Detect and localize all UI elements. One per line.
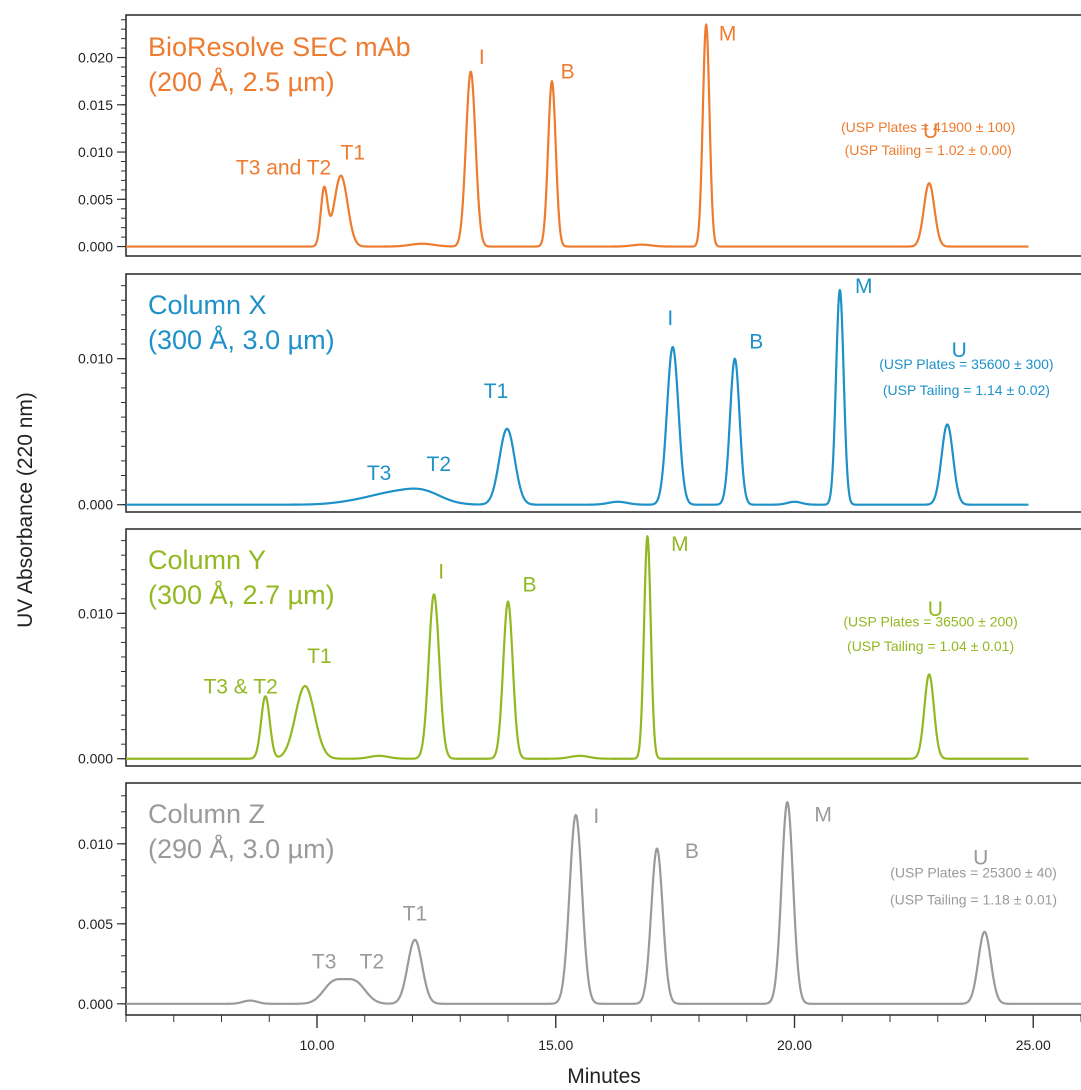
panel-title-line1: Column X [148, 290, 267, 320]
peak-label-u: U [923, 120, 938, 143]
y-tick-label: 0.000 [78, 239, 113, 255]
x-tick-label: 15.00 [538, 1037, 573, 1053]
usp-plates-label: (USP Plates = 36500 ± 200) [843, 613, 1017, 629]
x-axis-title: Minutes [567, 1065, 641, 1088]
trace-line [125, 23, 1030, 248]
trace-line [125, 535, 1030, 760]
peak-label-t2: T2 [427, 453, 452, 476]
y-tick-label: 0.010 [78, 605, 113, 621]
peak-label-i: I [479, 46, 485, 69]
y-tick-label: 0.005 [78, 916, 113, 932]
panel-title-line1: Column Z [148, 799, 265, 829]
panel-title-line1: Column Y [148, 545, 266, 575]
x-tick-label: 20.00 [777, 1037, 812, 1053]
peak-label-i: I [593, 805, 599, 828]
peak-label-m: M [814, 803, 832, 826]
x-tick-label: 25.00 [1016, 1037, 1051, 1053]
y-tick-label: 0.010 [78, 144, 113, 160]
panel-column-y: 0.000 0.010 Column Y (300 Å, 2.7 µm) T3 & T2… [78, 528, 1081, 767]
peak-label-t1: T1 [484, 380, 509, 403]
panel-frame [125, 14, 1081, 257]
y-tick-label: 0.000 [78, 751, 113, 767]
usp-tailing-label: (USP Tailing = 1.04 ± 0.01) [847, 638, 1014, 654]
peak-label-u: U [928, 598, 943, 621]
peak-label-t2: T2 [360, 951, 385, 974]
peak-label-t1: T1 [403, 903, 428, 926]
peak-label-t1: T1 [341, 142, 366, 165]
peak-label-u: U [973, 847, 988, 870]
peak-label-t3-t2: T3 & T2 [203, 675, 277, 698]
x-axis: 10.00 15.00 20.00 25.00 [125, 1015, 1081, 1053]
peak-label-m: M [719, 23, 737, 46]
y-tick-label: 0.010 [78, 836, 113, 852]
trace-line [125, 801, 1081, 1005]
peak-label-b: B [522, 574, 536, 597]
trace-line [125, 288, 1030, 506]
panel-biorsolve: 0.000 0.005 0.010 0.015 0.020 BioResolve SEC … [78, 14, 1081, 257]
usp-plates-label: (USP Plates = 35600 ± 300) [879, 356, 1053, 372]
usp-plates-label: (USP Plates = 41900 ± 100) [841, 119, 1015, 135]
peak-label-t3: T3 [312, 951, 337, 974]
panel-title-line2: (200 Å, 2.5 µm) [148, 66, 335, 97]
y-axis-title: UV Absorbance (220 nm) [14, 392, 37, 628]
usp-tailing-label: (USP Tailing = 1.18 ± 0.01) [890, 892, 1057, 908]
usp-tailing-label: (USP Tailing = 1.14 ± 0.02) [883, 382, 1050, 398]
peak-label-b: B [749, 330, 763, 353]
y-tick-label: 0.015 [78, 97, 113, 113]
panel-title-line2: (300 Å, 2.7 µm) [148, 579, 335, 610]
y-tick-label: 0.005 [78, 191, 113, 207]
usp-plates-label: (USP Plates = 25300 ± 40) [890, 864, 1057, 880]
panel-frame [125, 528, 1081, 767]
peak-label-t1: T1 [307, 645, 332, 668]
y-tick-label: 0.020 [78, 50, 113, 66]
y-tick-label: 0.010 [78, 351, 113, 367]
peak-label-m: M [855, 275, 873, 298]
peak-label-u: U [952, 339, 967, 362]
peak-label-i: I [667, 307, 673, 330]
panel-column-z: 0.000 0.005 0.010 Column Z (290 Å, 3.0 µm) T3… [78, 782, 1081, 1016]
peak-label-m: M [671, 533, 689, 556]
usp-tailing-label: (USP Tailing = 1.02 ± 0.00) [845, 142, 1012, 158]
y-tick-label: 0.000 [78, 996, 113, 1012]
panel-title-line2: (290 Å, 3.0 µm) [148, 833, 335, 864]
y-tick-label: 0.000 [78, 497, 113, 513]
x-tick-label: 10.00 [299, 1037, 334, 1053]
panel-title-line2: (300 Å, 3.0 µm) [148, 324, 335, 355]
peak-label-b: B [561, 60, 575, 83]
peak-label-t3: T3 [367, 462, 392, 485]
panel-title-line1: BioResolve SEC mAb [148, 32, 411, 62]
panel-frame [125, 782, 1081, 1016]
peak-label-t3-and-t2: T3 and T2 [236, 157, 331, 180]
panel-frame [125, 273, 1081, 513]
peak-label-b: B [685, 840, 699, 863]
y-minor-ticks [121, 540, 126, 760]
panel-column-x: 0.000 0.010 Column X (300 Å, 3.0 µm) T3 T2 T1 I… [78, 273, 1081, 513]
peak-label-i: I [438, 560, 444, 583]
